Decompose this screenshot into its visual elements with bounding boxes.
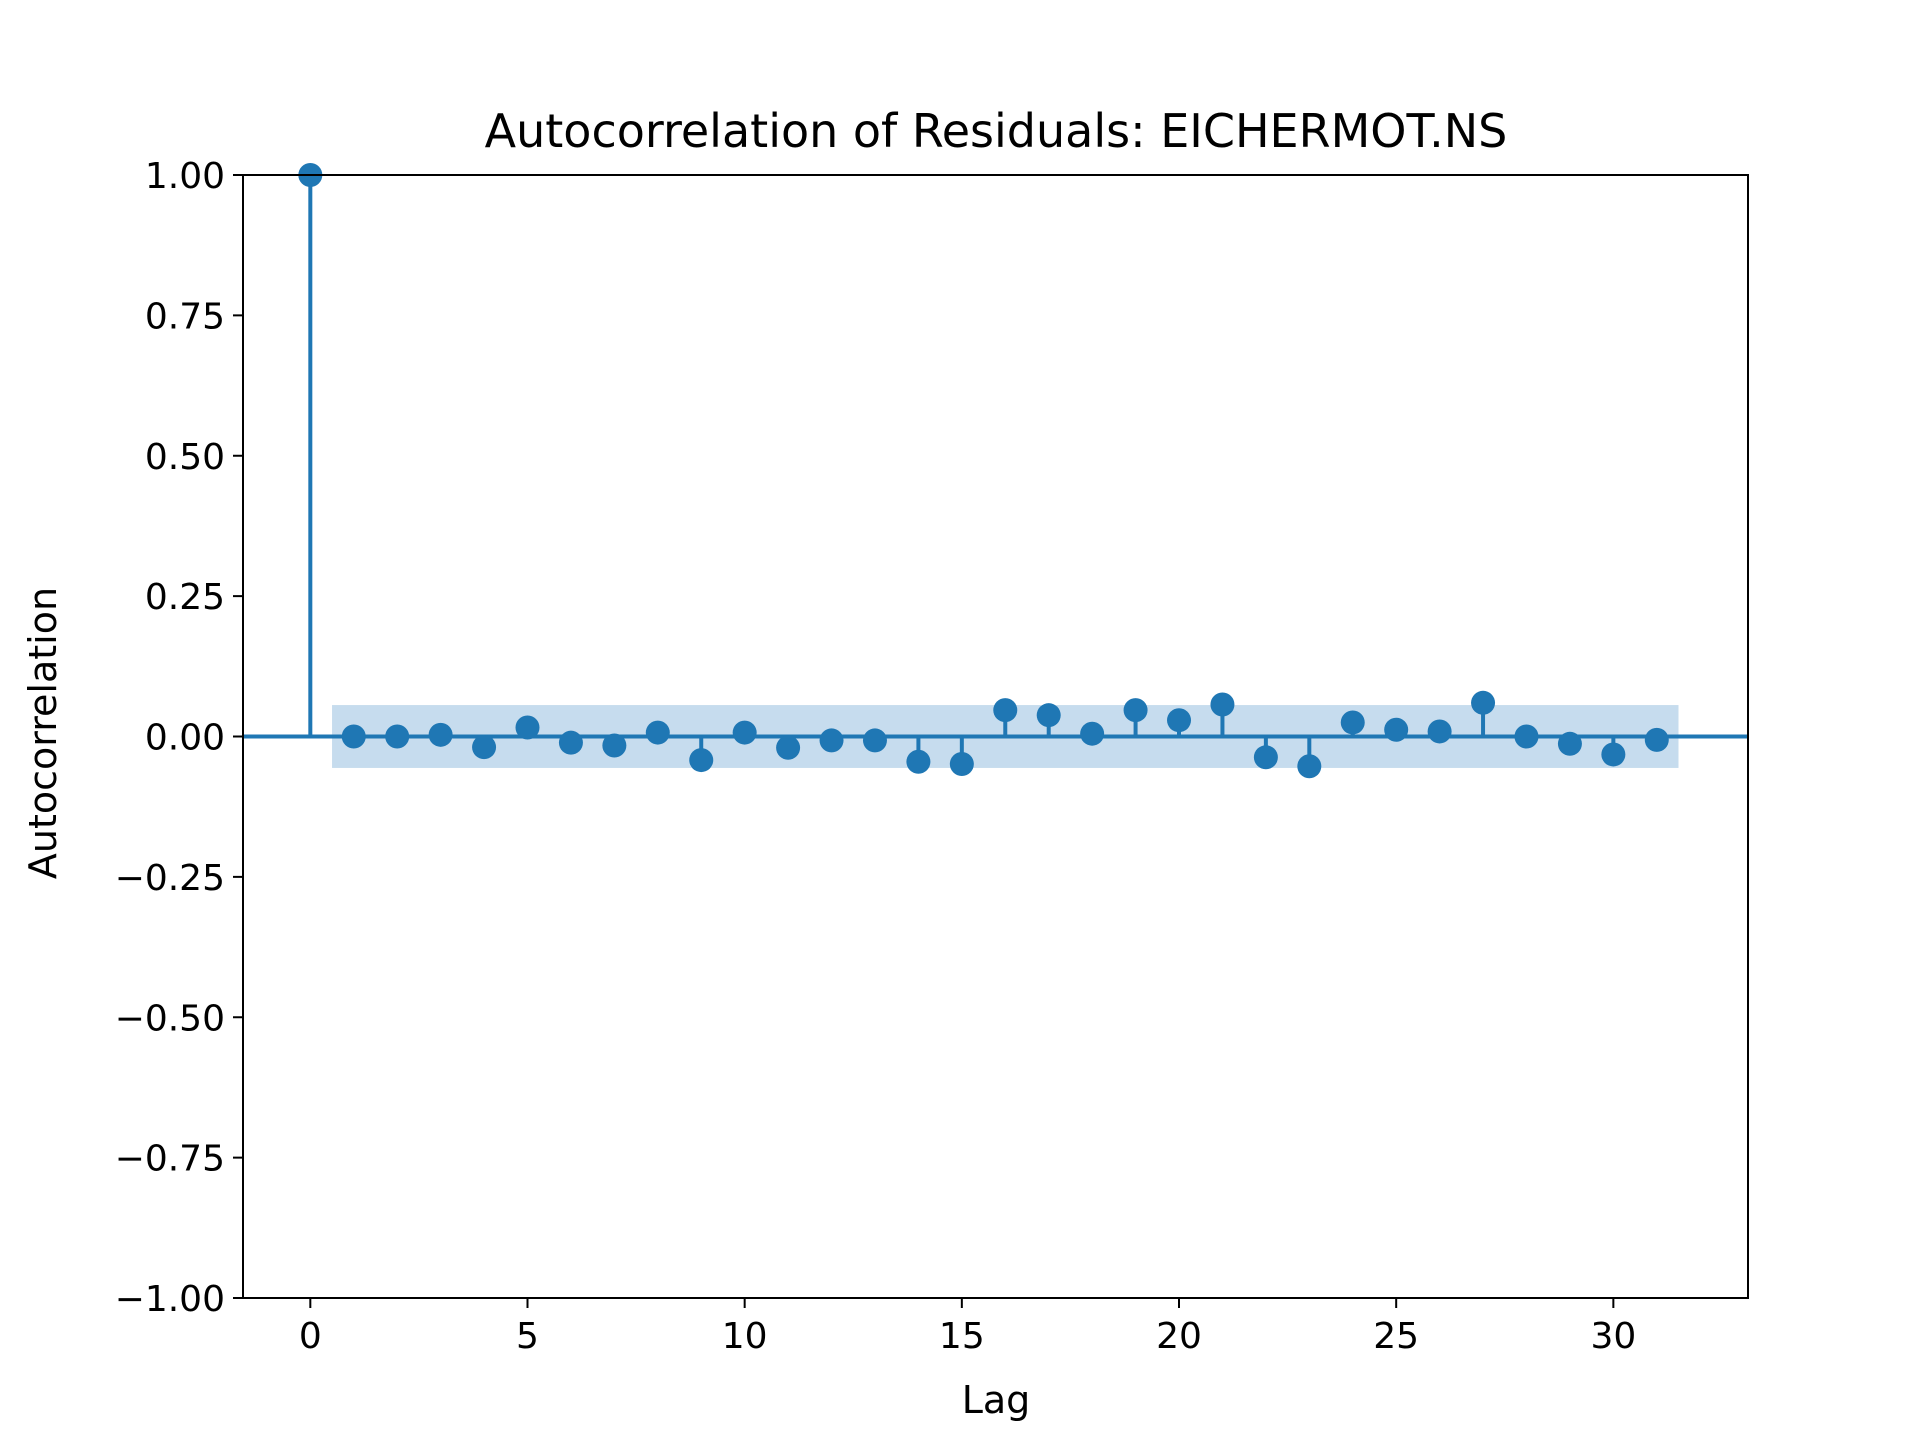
- x-tick-label: 15: [939, 1316, 985, 1357]
- x-tick-label: 25: [1373, 1316, 1419, 1357]
- acf-point-lag-8: [645, 720, 670, 745]
- acf-point-lag-11: [776, 735, 801, 760]
- x-tick-label: 0: [299, 1316, 322, 1357]
- acf-point-lag-25: [1384, 717, 1409, 742]
- acf-point-lag-6: [558, 730, 583, 755]
- acf-point-lag-1: [341, 724, 366, 749]
- acf-point-lag-17: [1036, 703, 1061, 728]
- y-tick-label: 1.00: [145, 156, 225, 197]
- acf-point-lag-24: [1340, 710, 1365, 735]
- acf-point-lag-5: [515, 715, 540, 740]
- acf-point-lag-18: [1080, 721, 1105, 746]
- acf-point-lag-10: [732, 720, 757, 745]
- acf-point-lag-27: [1471, 690, 1496, 715]
- acf-point-lag-19: [1123, 698, 1148, 723]
- acf-point-lag-9: [689, 748, 714, 773]
- stem-layer: [243, 175, 1748, 767]
- marker-layer: [298, 163, 1669, 779]
- y-tick-label: −0.25: [115, 858, 225, 899]
- acf-point-lag-15: [949, 752, 974, 777]
- acf-point-lag-23: [1297, 754, 1322, 779]
- acf-point-lag-12: [819, 728, 844, 753]
- acf-point-lag-28: [1514, 724, 1539, 749]
- x-tick-label: 10: [722, 1316, 768, 1357]
- acf-point-lag-29: [1557, 731, 1582, 756]
- tick-layer: 0 5 10 15 20 25 30 1.00 0.75 0.50 0.25 0.00 −0.25 −0.…: [115, 156, 1637, 1357]
- x-axis-label: Lag: [962, 1378, 1031, 1422]
- acf-point-lag-7: [602, 733, 627, 758]
- y-tick-label: 0.00: [145, 718, 225, 759]
- y-tick-label: −0.50: [115, 998, 225, 1039]
- x-tick-label: 30: [1590, 1316, 1636, 1357]
- y-axis-label: Autocorrelation: [21, 587, 65, 879]
- acf-point-lag-3: [428, 722, 453, 747]
- acf-point-lag-22: [1253, 745, 1278, 770]
- acf-point-lag-2: [385, 724, 410, 749]
- acf-point-lag-26: [1427, 719, 1452, 744]
- y-tick-label: −1.00: [115, 1279, 225, 1320]
- y-tick-label: −0.75: [115, 1139, 225, 1180]
- acf-point-lag-16: [993, 698, 1018, 723]
- acf-point-lag-21: [1210, 692, 1235, 717]
- acf-point-lag-31: [1644, 727, 1669, 752]
- acf-point-lag-30: [1601, 742, 1626, 767]
- plot-frame: [242, 174, 1749, 1299]
- y-tick-label: 0.75: [145, 296, 225, 337]
- acf-point-lag-4: [472, 735, 497, 760]
- acf-point-lag-20: [1167, 708, 1192, 733]
- acf-point-lag-14: [906, 749, 931, 774]
- y-tick-label: 0.25: [145, 577, 225, 618]
- acf-point-lag-13: [862, 728, 887, 753]
- x-tick-label: 20: [1156, 1316, 1202, 1357]
- y-tick-label: 0.50: [145, 437, 225, 478]
- x-tick-label: 5: [516, 1316, 539, 1357]
- chart-title: Autocorrelation of Residuals: EICHERMOT.…: [485, 104, 1508, 158]
